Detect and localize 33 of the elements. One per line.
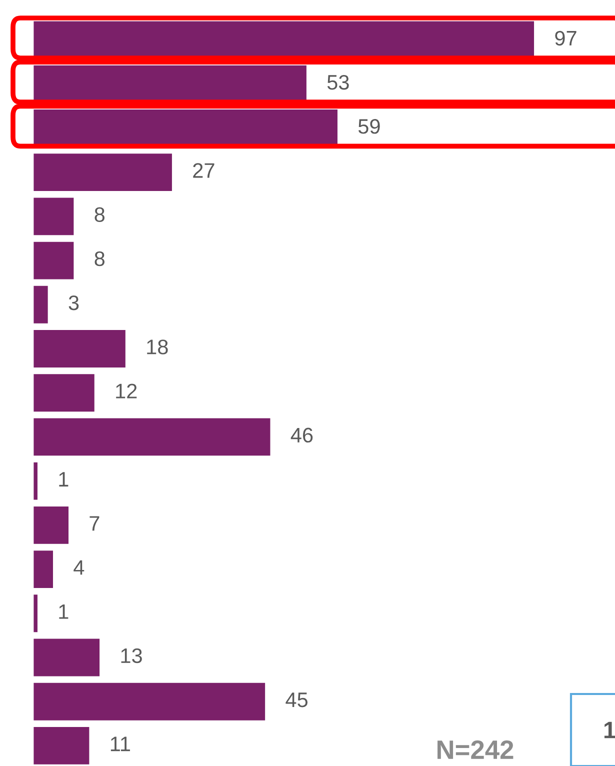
bar [33, 284, 50, 325]
data-label: 97 [555, 30, 576, 46]
data-label: 7 [90, 516, 100, 531]
data-label: 27 [193, 163, 214, 178]
data-label: 4 [74, 560, 84, 575]
bar [33, 726, 91, 766]
data-label: 13 [121, 648, 142, 664]
bar [33, 460, 39, 502]
data-label: 3 [68, 295, 79, 310]
bar [33, 328, 127, 369]
bar [33, 682, 266, 722]
bar [33, 637, 101, 678]
data-label: 8 [94, 251, 105, 266]
bar [33, 152, 174, 192]
data-label: 53 [327, 74, 349, 90]
data-label: 8 [94, 207, 105, 222]
text: 1 [604, 722, 615, 738]
data-label: 45 [286, 692, 308, 708]
bar [33, 416, 272, 458]
bar [33, 505, 70, 546]
bar [33, 549, 54, 590]
data-label: 1 [59, 472, 68, 486]
bar [33, 372, 96, 413]
bar [33, 593, 39, 634]
annotation: N=242 [438, 740, 514, 759]
data-label: 59 [358, 119, 380, 134]
data-label: 12 [116, 384, 137, 398]
data-label: 46 [290, 428, 313, 443]
bar [33, 240, 76, 281]
bar [33, 196, 76, 237]
data-label: 1 [59, 604, 68, 619]
data-label: 18 [147, 340, 168, 354]
data-label: 11 [110, 736, 130, 752]
